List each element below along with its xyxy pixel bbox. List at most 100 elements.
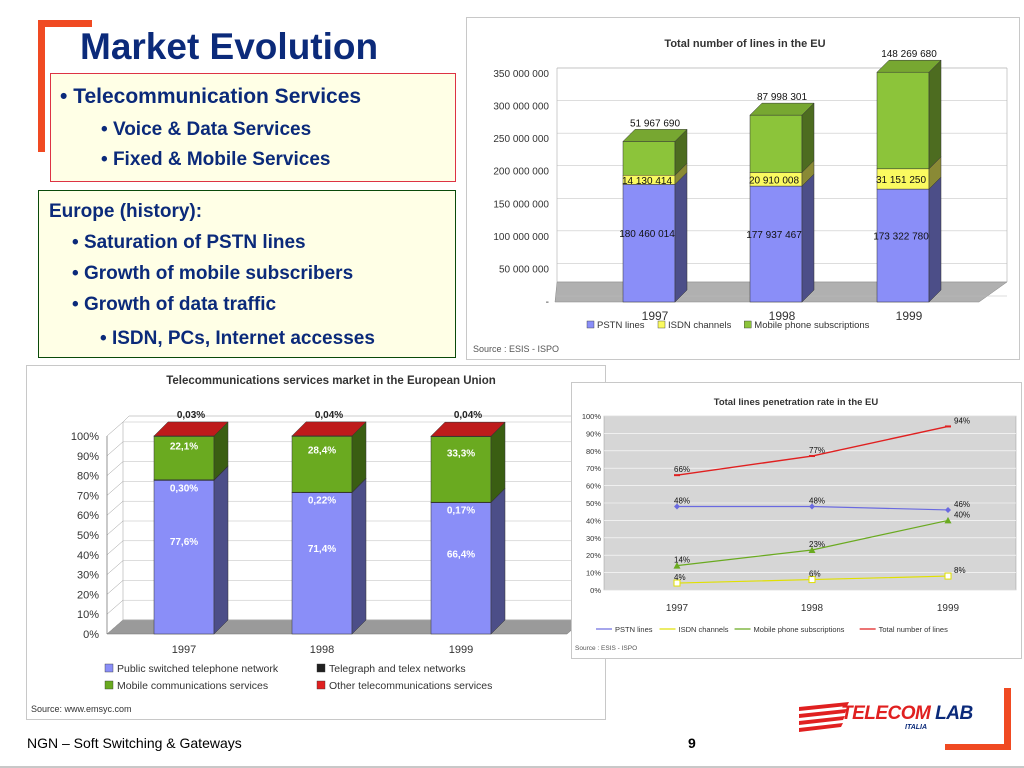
data-point — [809, 503, 815, 510]
data-label: 6% — [809, 570, 821, 579]
isdn-pc-internet-item: ISDN, PCs, Internet accesses — [111, 328, 375, 349]
logo-lab-text: LAB — [935, 703, 973, 724]
bullet-dot-icon: • — [101, 119, 108, 140]
grid-line-diag — [106, 461, 124, 476]
data-label-mobile: 51 967 690 — [630, 118, 680, 129]
legend-swatch — [316, 663, 326, 673]
bar-pstn-lines-side — [928, 176, 942, 303]
data-label-other: 0,04% — [315, 410, 343, 421]
telecom-services-heading: Telecommunication Services — [73, 85, 362, 108]
bar-pstn-lines — [876, 188, 930, 303]
legend-label: Other telecommunications services — [329, 680, 492, 692]
legend-label: ISDN channels — [668, 320, 732, 331]
total-lines-chart: Total number of lines in the EU 350 000 0… — [473, 38, 1008, 354]
accent-bracket-bottom-right-vertical — [1004, 688, 1011, 750]
bar-mobile-communications-services — [430, 436, 492, 503]
legend-label: Mobile communications services — [117, 680, 268, 692]
grid-line-diag — [106, 421, 124, 437]
bar-public-switched-telephone-network-side — [351, 478, 367, 635]
y-tick-label: 20% — [586, 551, 601, 560]
y-tick-label: 50% — [586, 499, 601, 508]
x-tick-label: 1998 — [310, 644, 334, 656]
y-tick-label: 150 000 000 — [493, 199, 549, 210]
data-label-telegraph: 0,22% — [308, 496, 336, 507]
y-tick-label: 200 000 000 — [493, 167, 549, 178]
x-tick-label: 1999 — [896, 309, 923, 323]
legend-swatch — [657, 320, 666, 329]
data-label-isdn: 31 151 250 — [876, 175, 926, 186]
chart-source: Source : ESIS - ISPO — [575, 645, 637, 652]
europe-history-box: Europe (history): • Saturation of PSTN l… — [38, 190, 456, 358]
grid-line-diag — [106, 619, 124, 635]
chart-title: Telecommunications services market in th… — [166, 375, 496, 387]
y-tick-label: 30% — [586, 534, 601, 543]
market-share-chart-panel: Telecommunications services market in th… — [26, 365, 606, 720]
bar-stack-top — [876, 59, 942, 73]
accent-bracket-top-left-vertical — [38, 20, 45, 152]
grid-line-diag — [106, 441, 124, 456]
bullet-dot-icon: • — [100, 328, 107, 349]
data-point — [944, 516, 952, 524]
data-label: 14% — [674, 556, 690, 565]
market-share-chart: Telecommunications services market in th… — [31, 375, 584, 714]
x-tick-label: 1998 — [769, 309, 796, 323]
data-point — [673, 562, 681, 569]
bar-stack-top — [291, 421, 367, 437]
legend-swatch — [104, 680, 114, 690]
history-sub-bullet: • ISDN, PCs, Internet accesses — [100, 328, 375, 350]
data-label: 77% — [809, 446, 825, 455]
sub-bullet: • Voice & Data Services — [101, 119, 311, 141]
y-tick-label: - — [546, 297, 549, 308]
bullet-dot-icon: • — [72, 294, 79, 315]
legend-swatch — [316, 680, 326, 690]
y-tick-label: 70% — [586, 464, 601, 473]
bar-public-switched-telephone-network-side — [213, 465, 229, 635]
y-tick-label: 90% — [586, 429, 601, 438]
penetration-rate-chart: Total lines penetration rate in the EU 10… — [575, 397, 1017, 652]
data-point — [944, 572, 952, 580]
x-tick-label: 1997 — [172, 644, 196, 656]
bar-pstn-lines — [622, 184, 676, 303]
data-label-isdn: 14 130 414 — [622, 176, 672, 187]
data-point — [673, 579, 681, 587]
bar-mobile-phone-subscriptions — [749, 114, 803, 173]
penetration-rate-chart-panel: Total lines penetration rate in the EU 10… — [571, 382, 1022, 659]
legend-label: Mobile phone subscriptions — [754, 625, 845, 634]
bullet-heading: • Telecommunication Services — [60, 85, 361, 109]
data-label: 48% — [674, 496, 690, 505]
y-tick-label: 300 000 000 — [493, 102, 549, 113]
legend-label: PSTN lines — [615, 625, 653, 634]
legend-label: Public switched telephone network — [117, 663, 279, 675]
data-label-pstn: 173 322 780 — [873, 232, 929, 243]
y-tick-label: 60% — [586, 482, 601, 491]
logo-stripes-icon — [799, 702, 849, 732]
data-point — [808, 576, 816, 584]
x-tick-label: 1999 — [937, 603, 960, 614]
y-tick-label: 70% — [77, 490, 99, 502]
legend-label: Total number of lines — [879, 625, 948, 634]
data-label-mobile: 28,4% — [308, 445, 336, 456]
legend-label: PSTN lines — [597, 320, 645, 331]
bar-public-switched-telephone-network — [430, 502, 492, 635]
data-label-other: 0,04% — [454, 410, 482, 421]
y-tick-label: 50% — [77, 530, 99, 542]
bar-public-switched-telephone-network — [153, 480, 215, 635]
chart-source: Source : ESIS - ISPO — [473, 344, 559, 354]
y-tick-label: 10% — [77, 609, 99, 621]
pstn-saturation-item: Saturation of PSTN lines — [83, 232, 306, 253]
data-label-telegraph: 0,30% — [170, 483, 198, 494]
y-tick-label: 80% — [77, 471, 99, 483]
data-label: 4% — [674, 573, 686, 582]
bar-mobile-phone-subscriptions-side — [928, 59, 942, 170]
data-label-mobile: 22,1% — [170, 442, 198, 453]
y-tick-label: 100% — [71, 431, 99, 443]
total-lines-chart-panel: Total number of lines in the EU 350 000 0… — [466, 17, 1020, 360]
legend-swatch — [104, 663, 114, 673]
bar-public-switched-telephone-network — [291, 492, 353, 635]
data-label-pstn: 77,6% — [170, 537, 198, 548]
footer-title: NGN – Soft Switching & Gateways — [27, 735, 242, 751]
data-label-mobile: 33,3% — [447, 448, 475, 459]
bullet-dot-icon: • — [72, 263, 79, 284]
bullet-dot-icon: • — [72, 232, 79, 253]
data-label: 46% — [954, 500, 970, 509]
